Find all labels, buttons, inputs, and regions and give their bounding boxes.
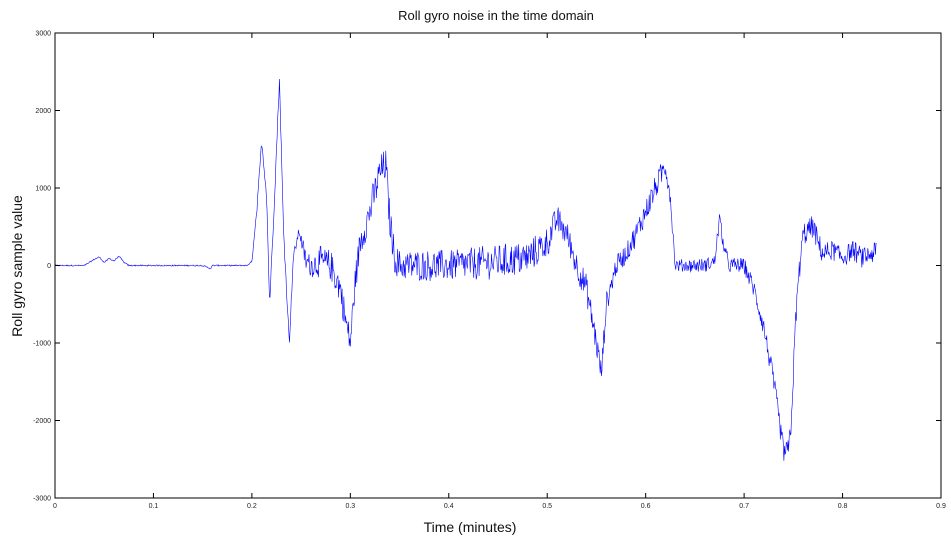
chart-title: Roll gyro noise in the time domain bbox=[398, 8, 594, 23]
x-tick-label: 0.5 bbox=[542, 503, 552, 510]
y-tick-label: -2000 bbox=[33, 418, 51, 425]
x-tick-label: 0.4 bbox=[444, 503, 454, 510]
signal-layer bbox=[54, 78, 877, 461]
x-axis-title: Time (minutes) bbox=[424, 519, 517, 535]
x-tick-label: 0.2 bbox=[247, 503, 257, 510]
x-tick-label: 0.1 bbox=[149, 503, 159, 510]
x-tick-label: 0.7 bbox=[739, 503, 749, 510]
x-tick-label: 0.8 bbox=[838, 503, 848, 510]
x-tick-label: 0.3 bbox=[345, 503, 355, 510]
plot-area-frame bbox=[54, 32, 942, 499]
signal-line bbox=[54, 78, 877, 461]
y-tick-label: -1000 bbox=[33, 341, 51, 348]
x-tick-label: 0.6 bbox=[641, 503, 651, 510]
x-tick-label: 0.9 bbox=[936, 503, 946, 510]
y-tick-label: 3000 bbox=[35, 31, 51, 38]
y-tick-label: -3000 bbox=[33, 496, 51, 503]
tick-layer: 0 0.1 0.2 0.3 0.4 0.5 0.6 0.7 0.8 0.9 3000 2000 1000… bbox=[33, 31, 946, 511]
x-tick-label: 0 bbox=[53, 503, 57, 510]
y-axis-title: Roll gyro sample value bbox=[9, 195, 25, 337]
y-tick-label: 0 bbox=[47, 263, 51, 270]
y-tick-label: 1000 bbox=[35, 186, 51, 193]
y-tick-label: 2000 bbox=[35, 108, 51, 115]
